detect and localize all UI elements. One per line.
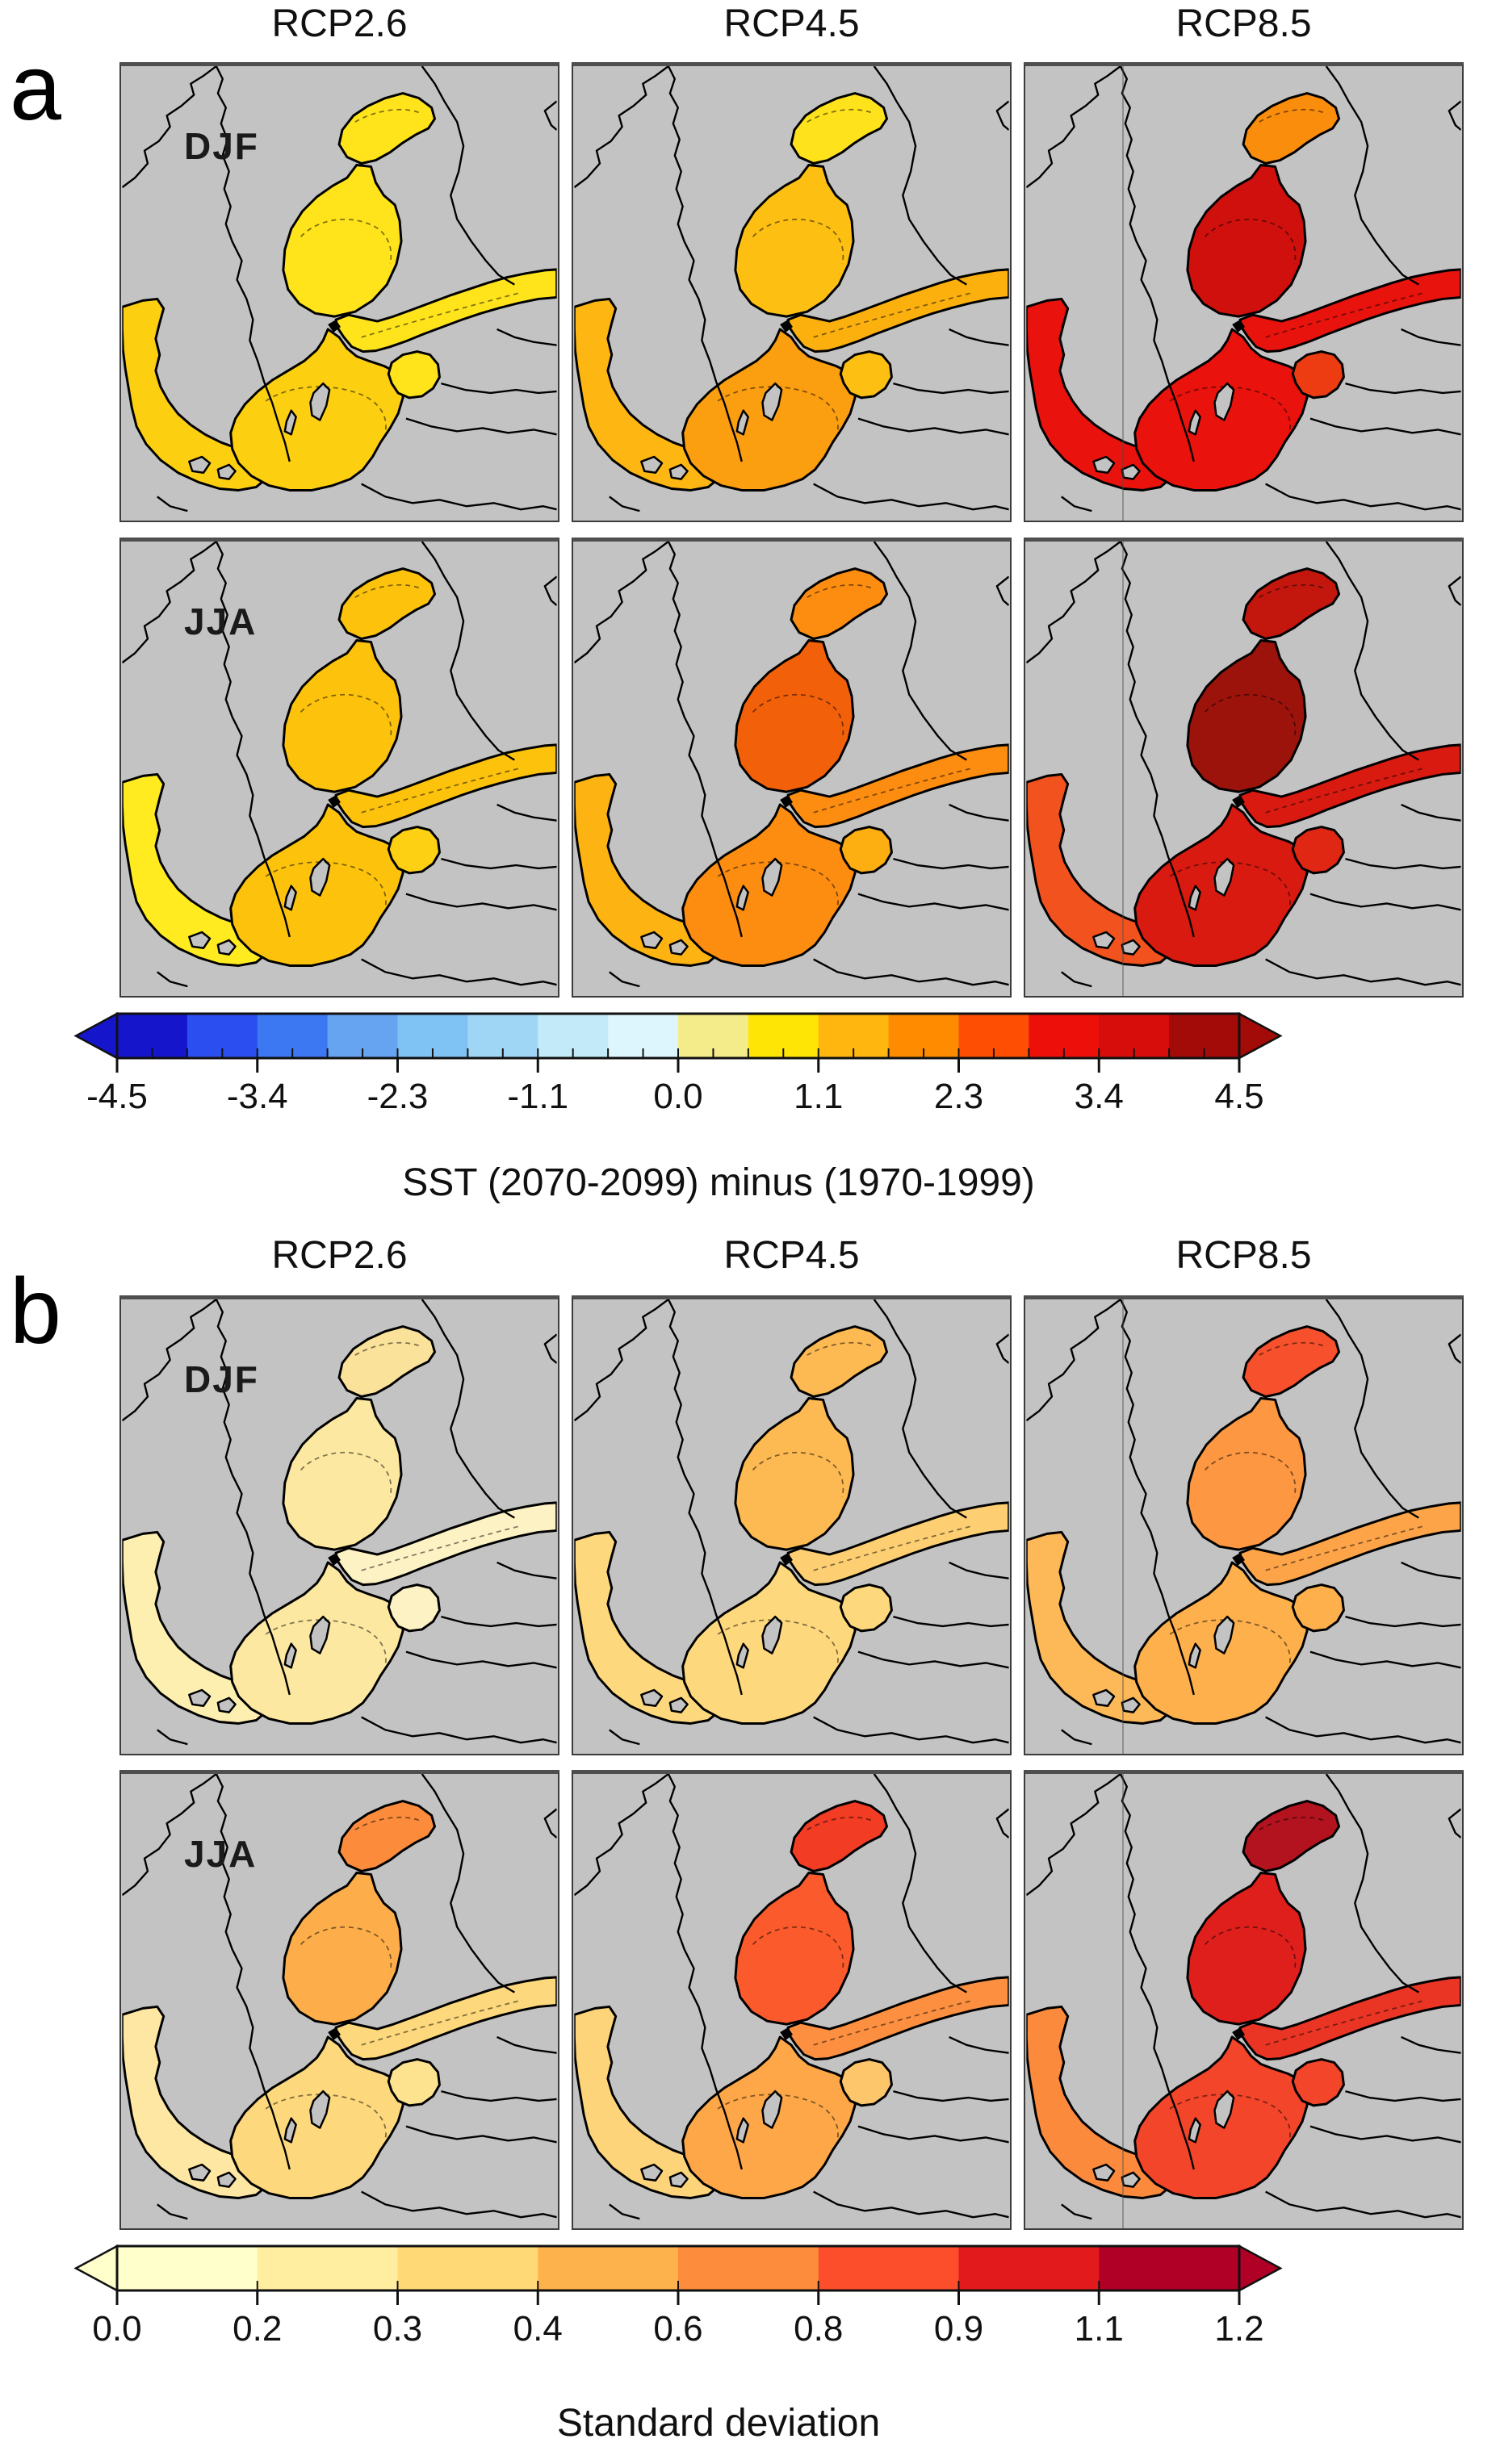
svg-text:-1.1: -1.1 xyxy=(507,1077,568,1116)
panel-letter-a: a xyxy=(10,36,61,140)
panel-a-djf-row: DJF xyxy=(119,62,1464,522)
map-a-jja-rcp26: JJA xyxy=(119,538,559,998)
svg-text:4.5: 4.5 xyxy=(1214,1077,1263,1116)
panel-b-caption: Standard deviation xyxy=(556,2402,881,2445)
map-b-jja-rcp45 xyxy=(572,1770,1012,2230)
column-header-rcp85: RCP8.5 xyxy=(1175,2,1312,45)
map-b-djf-rcp45 xyxy=(572,1295,1012,1755)
season-label: JJA xyxy=(184,600,258,642)
scenario-headers-panel-a: RCP2.6 RCP4.5 RCP8.5 xyxy=(119,2,1464,47)
baltic-map xyxy=(573,542,1010,996)
panel-a-caption: SST (2070-2099) minus (1970-1999) xyxy=(402,1161,1035,1204)
baltic-map xyxy=(573,1774,1010,2228)
svg-text:0.0: 0.0 xyxy=(92,2309,141,2349)
meridian-line xyxy=(1122,1774,1124,2228)
svg-text:2.3: 2.3 xyxy=(934,1077,983,1116)
map-a-djf-rcp85 xyxy=(1024,62,1464,522)
baltic-map xyxy=(1025,1299,1462,1754)
svg-text:-3.4: -3.4 xyxy=(227,1077,288,1116)
baltic-map xyxy=(1025,1774,1462,2228)
colorbar-standard-deviation: 0.0 0.2 0.3 0.4 0.6 0.8 0.9 1.1 1.2 xyxy=(73,2240,1284,2353)
map-b-djf-rcp85 xyxy=(1024,1295,1464,1755)
panel-b-djf-row: DJF xyxy=(119,1295,1464,1755)
panel-letter-b: b xyxy=(10,1260,61,1363)
svg-text:0.4: 0.4 xyxy=(513,2309,563,2349)
svg-text:1.2: 1.2 xyxy=(1214,2309,1263,2349)
meridian-line xyxy=(1122,66,1124,521)
column-header-rcp45: RCP4.5 xyxy=(723,2,860,45)
svg-text:0.6: 0.6 xyxy=(653,2309,702,2349)
map-b-djf-rcp26: DJF xyxy=(119,1295,559,1755)
meridian-line xyxy=(1122,542,1124,996)
baltic-map xyxy=(1025,66,1462,521)
svg-text:0.2: 0.2 xyxy=(233,2309,282,2349)
map-b-jja-rcp85 xyxy=(1024,1770,1464,2230)
svg-text:-2.3: -2.3 xyxy=(367,1077,429,1116)
season-label: DJF xyxy=(184,1358,259,1400)
scenario-headers-panel-b: RCP2.6 RCP4.5 RCP8.5 xyxy=(119,1233,1464,1278)
svg-text:0.3: 0.3 xyxy=(373,2309,422,2349)
svg-text:0.9: 0.9 xyxy=(934,2309,983,2349)
svg-text:3.4: 3.4 xyxy=(1075,1077,1124,1116)
map-b-jja-rcp26: JJA xyxy=(119,1770,559,2230)
svg-text:1.1: 1.1 xyxy=(1075,2309,1124,2349)
map-a-djf-rcp45 xyxy=(572,62,1012,522)
map-a-djf-rcp26: DJF xyxy=(119,62,559,522)
column-header-rcp26: RCP2.6 xyxy=(271,1234,408,1277)
season-label: DJF xyxy=(184,125,259,167)
column-header-rcp26: RCP2.6 xyxy=(271,2,408,45)
map-a-jja-rcp45 xyxy=(572,538,1012,998)
map-a-jja-rcp85 xyxy=(1024,538,1464,998)
svg-text:0.8: 0.8 xyxy=(794,2309,843,2349)
column-header-rcp85: RCP8.5 xyxy=(1175,1234,1312,1277)
baltic-map xyxy=(573,66,1010,521)
panel-a-jja-row: JJA xyxy=(119,538,1464,998)
baltic-map xyxy=(573,1299,1010,1754)
baltic-map xyxy=(1025,542,1462,996)
svg-text:0.0: 0.0 xyxy=(653,1077,702,1116)
colorbar-sst-change: -4.5 -3.4 -2.3 -1.1 0.0 1.1 2.3 3.4 4.5 xyxy=(73,1007,1284,1120)
svg-text:1.1: 1.1 xyxy=(794,1077,843,1116)
meridian-line xyxy=(1122,1299,1124,1754)
panel-b-jja-row: JJA xyxy=(119,1770,1464,2230)
column-header-rcp45: RCP4.5 xyxy=(723,1234,860,1277)
season-label: JJA xyxy=(184,1833,258,1875)
svg-text:-4.5: -4.5 xyxy=(86,1077,148,1116)
